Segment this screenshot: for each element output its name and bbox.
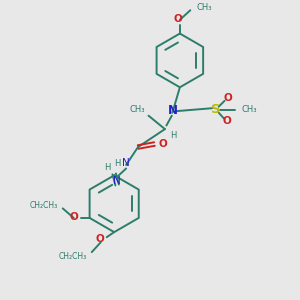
Text: O: O: [70, 212, 79, 222]
Text: O: O: [158, 139, 167, 149]
Text: CH₃: CH₃: [196, 3, 212, 12]
Text: CH₂CH₃: CH₂CH₃: [59, 251, 87, 260]
Text: O: O: [96, 234, 105, 244]
Text: H: H: [104, 163, 111, 172]
Text: N: N: [113, 176, 120, 186]
Text: S: S: [211, 103, 220, 116]
Text: N: N: [168, 104, 178, 117]
Text: H: H: [170, 130, 177, 140]
Text: H: H: [114, 159, 121, 168]
Text: O: O: [223, 116, 231, 126]
Text: CH₂CH₃: CH₂CH₃: [30, 201, 58, 210]
Text: O: O: [223, 93, 232, 103]
Text: CH₃: CH₃: [241, 105, 256, 114]
Text: O: O: [174, 14, 183, 24]
Text: N: N: [122, 158, 129, 168]
Text: CH₃: CH₃: [129, 105, 145, 114]
